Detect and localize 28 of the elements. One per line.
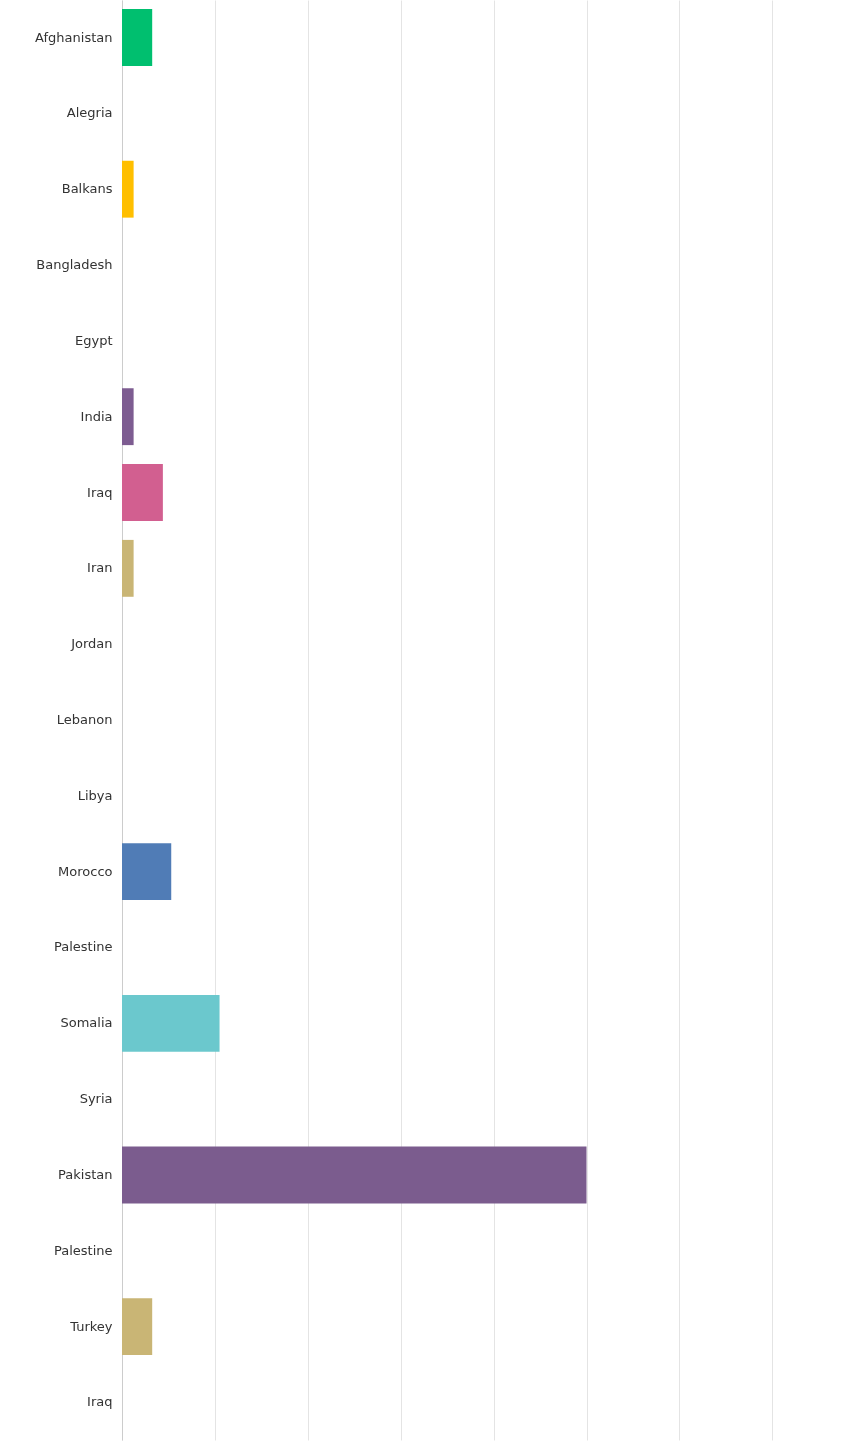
y-tick-label: Afghanistan xyxy=(35,29,113,45)
bar xyxy=(122,994,220,1052)
bar xyxy=(122,9,153,66)
y-tick-label: Iran xyxy=(87,560,113,576)
y-tick-label: Somalia xyxy=(60,1015,113,1031)
y-tick-label: Egypt xyxy=(74,332,113,348)
bar xyxy=(122,843,172,901)
y-tick-label: Lebanon xyxy=(56,712,113,727)
bar xyxy=(122,1146,587,1204)
bar xyxy=(122,388,134,446)
y-tick-label: Palestine xyxy=(53,1242,113,1258)
y-tick-label: Palestine xyxy=(53,939,113,955)
y-tick-label: India xyxy=(80,408,113,424)
y-tick-label: Libya xyxy=(77,787,113,803)
y-tick-label: Iraq xyxy=(87,484,113,500)
y-tick-label: Pakistan xyxy=(58,1166,113,1182)
bar xyxy=(122,464,163,521)
y-tick-label: Alegria xyxy=(66,105,113,121)
bar xyxy=(122,160,134,218)
y-tick-label: Bangladesh xyxy=(36,257,113,273)
y-tick-label: Jordan xyxy=(70,636,113,652)
y-tick-label: Balkans xyxy=(61,181,113,197)
y-tick-label: Turkey xyxy=(69,1318,113,1334)
y-tick-label: Iraq xyxy=(87,1394,113,1410)
y-tick-label: Syria xyxy=(79,1091,113,1107)
bar xyxy=(122,539,134,597)
y-tick-label: Morocco xyxy=(58,863,113,879)
bar xyxy=(122,1298,153,1356)
